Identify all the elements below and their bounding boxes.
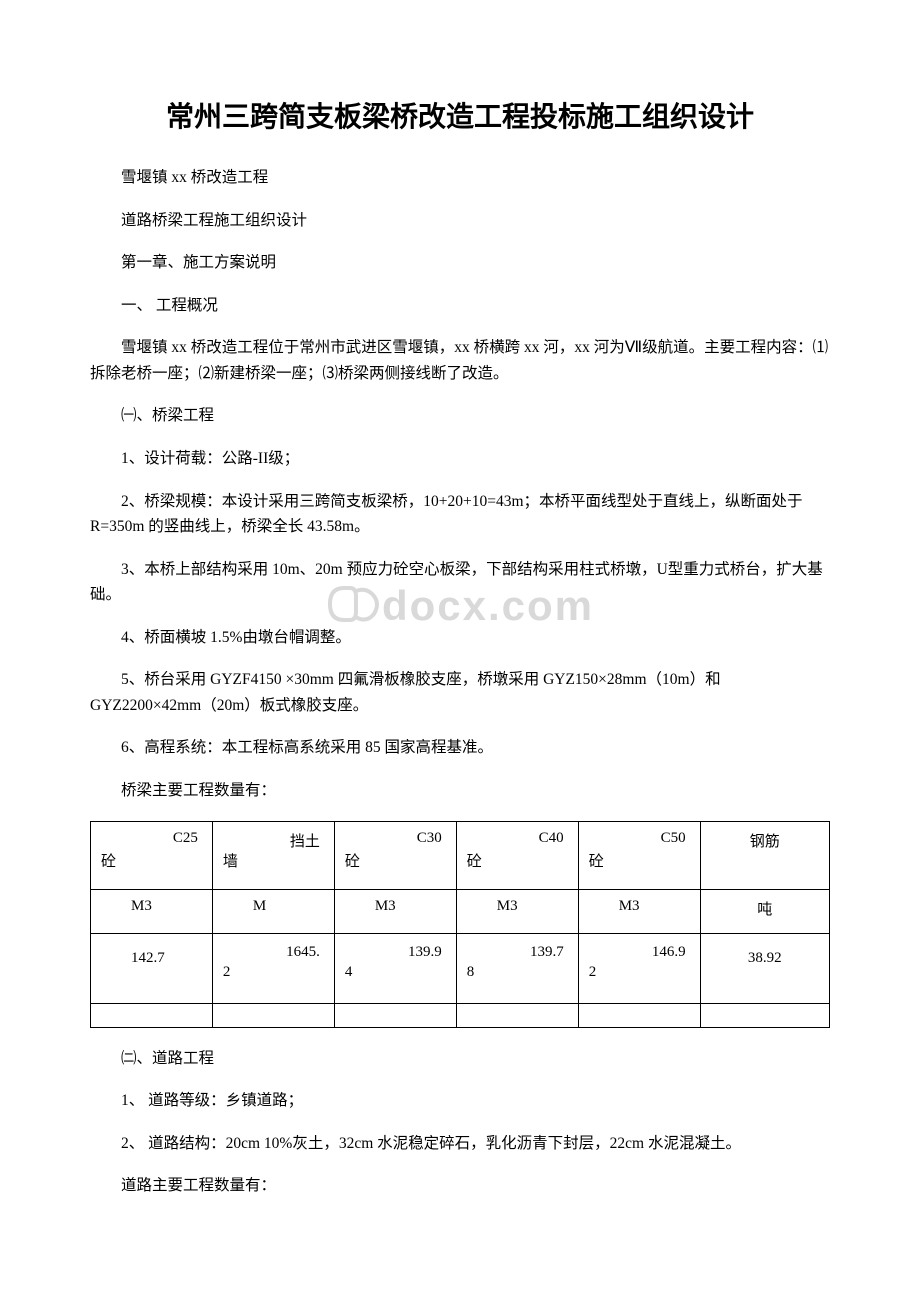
paragraph: 2、 道路结构：20cm 10%灰土，32cm 水泥稳定碎石，乳化沥青下封层，2… (90, 1131, 830, 1157)
table-cell: M3 (578, 889, 700, 933)
table-cell: 4 139.9 (334, 933, 456, 1003)
bridge-quantity-table: 砼 C25 墙 挡土 砼 C30 砼 C40 (90, 821, 830, 1028)
paragraph: 道路桥梁工程施工组织设计 (90, 208, 830, 234)
table-cell: M (212, 889, 334, 933)
paragraph: 1、 道路等级：乡镇道路； (90, 1088, 830, 1114)
table-cell: 8 139.7 (456, 933, 578, 1003)
table-cell (91, 1003, 213, 1027)
paragraph: 雪堰镇 xx 桥改造工程位于常州市武进区雪堰镇，xx 桥横跨 xx 河，xx 河… (90, 335, 830, 386)
table-cell: 砼 C25 (91, 821, 213, 889)
paragraph: 第一章、施工方案说明 (90, 250, 830, 276)
table-cell (578, 1003, 700, 1027)
table-cell: M3 (456, 889, 578, 933)
table-header-row: 砼 C25 墙 挡土 砼 C30 砼 C40 (91, 821, 830, 889)
table-cell (334, 1003, 456, 1027)
table-cell: 2 146.9 (578, 933, 700, 1003)
paragraph: 2、桥梁规模：本设计采用三跨简支板梁桥，10+20+10=43m；本桥平面线型处… (90, 489, 830, 540)
table-cell: M3 (91, 889, 213, 933)
document-content: 常州三跨简支板梁桥改造工程投标施工组织设计 雪堰镇 xx 桥改造工程 道路桥梁工… (90, 95, 830, 1199)
paragraph: 1、设计荷载：公路-II级； (90, 446, 830, 472)
table-cell: 38.92 (700, 933, 829, 1003)
table-cell (700, 1003, 829, 1027)
table-cell: 2 1645. (212, 933, 334, 1003)
paragraph: 道路主要工程数量有： (90, 1173, 830, 1199)
table-cell (212, 1003, 334, 1027)
table-empty-row (91, 1003, 830, 1027)
table-unit-row: M3 M M3 M3 M3 吨 (91, 889, 830, 933)
table-cell: 墙 挡土 (212, 821, 334, 889)
table-cell: 142.7 (91, 933, 213, 1003)
paragraph: 桥梁主要工程数量有： (90, 778, 830, 804)
paragraph: 雪堰镇 xx 桥改造工程 (90, 165, 830, 191)
paragraph: 5、桥台采用 GYZF4150 ×30mm 四氟滑板橡胶支座，桥墩采用 GYZ1… (90, 667, 830, 718)
table-cell: 砼 C30 (334, 821, 456, 889)
table-cell (456, 1003, 578, 1027)
paragraph: 3、本桥上部结构采用 10m、20m 预应力砼空心板梁，下部结构采用柱式桥墩，U… (90, 557, 830, 608)
paragraph: 6、高程系统：本工程标高系统采用 85 国家高程基准。 (90, 735, 830, 761)
page-title: 常州三跨简支板梁桥改造工程投标施工组织设计 (90, 95, 830, 135)
paragraph: 一、 工程概况 (90, 293, 830, 319)
table-cell: 吨 (700, 889, 829, 933)
paragraph: ㈡、道路工程 (90, 1046, 830, 1072)
table-cell: 砼 C40 (456, 821, 578, 889)
table-cell: 砼 C50 (578, 821, 700, 889)
table-value-row: 142.7 2 1645. 4 139.9 8 139.7 (91, 933, 830, 1003)
paragraph: ㈠、桥梁工程 (90, 403, 830, 429)
table-cell: 钢筋 (700, 821, 829, 889)
table-cell: M3 (334, 889, 456, 933)
paragraph: 4、桥面横坡 1.5%由墩台帽调整。 (90, 625, 830, 651)
